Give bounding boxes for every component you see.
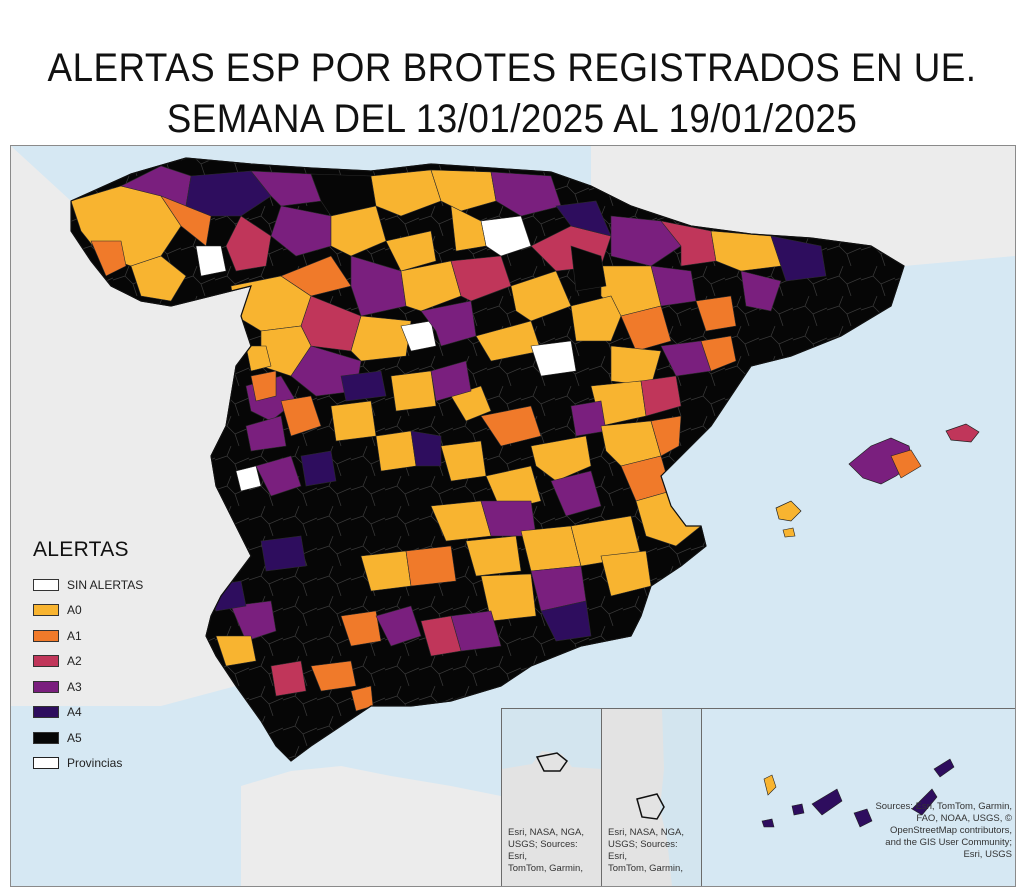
la-gomera-island [791,803,805,816]
legend-swatch [33,706,59,719]
portugal-land [11,146,251,706]
lanzarote-island [933,758,955,778]
inset-ceuta[interactable]: Esri, NASA, NGA, USGS; Sources: Esri, To… [501,708,603,886]
tenerife-island [811,788,843,816]
map-title-line-1: ALERTAS ESP POR BROTES REGISTRADOS EN UE… [47,46,977,90]
legend-item-sin-alertas: SIN ALERTAS [33,572,183,598]
legend-swatch [33,655,59,668]
legend-label: A1 [67,628,82,643]
legend-item-a5: A5 [33,725,183,751]
legend-swatch [33,680,59,693]
ceuta-map-svg [502,709,602,886]
legend-label: A5 [67,730,82,745]
legend-item-a0: A0 [33,598,183,624]
africa-land [241,766,501,886]
formentera-island [782,527,796,538]
attribution-melilla: Esri, NASA, NGA, USGS; Sources: Esri, To… [608,827,685,874]
legend-item-provincias: Provincias [33,751,183,777]
legend-label: A2 [67,654,82,669]
main-map[interactable]: Esri, NASA, NGA, USGS; Sources: Esri, To… [10,145,1016,887]
attribution-ceuta: Esri, NASA, NGA, USGS; Sources: Esri, To… [508,827,585,874]
legend-swatch [33,578,59,591]
legend-swatch [33,629,59,642]
legend-item-a1: A1 [33,623,183,649]
france-land [591,146,1015,266]
gran-canaria-island [853,808,873,828]
canarias-map-svg [761,758,955,828]
ibiza-island [775,500,802,522]
attribution-canarias: Sources: Esri, TomTom, Garmin, FAO, NOAA… [875,801,1012,860]
legend-swatch [33,604,59,617]
la-palma-island [763,774,777,796]
map-legend: ALERTAS SIN ALERTAS A0 A1 A2 A3 A4 A5 [33,538,183,776]
el-hierro-island [761,818,775,828]
legend-label: A3 [67,679,82,694]
spain-map-svg [11,146,1015,886]
mallorca-east [890,449,922,479]
legend-label: A0 [67,603,82,618]
melilla-map-svg [602,709,702,886]
legend-item-a2: A2 [33,649,183,675]
menorca-island [945,423,980,443]
legend-swatch [33,757,59,770]
legend-item-a4: A4 [33,700,183,726]
legend-label: SIN ALERTAS [67,577,144,592]
legend-item-a3: A3 [33,674,183,700]
legend-label: Provincias [67,756,123,771]
legend-swatch [33,731,59,744]
fuerteventura-island [911,788,938,816]
map-title-line-2: SEMANA DEL 13/01/2025 AL 19/01/2025 [166,97,858,141]
legend-label: A4 [67,705,82,720]
inset-melilla[interactable]: Esri, NASA, NGA, USGS; Sources: Esri, To… [601,708,703,886]
inset-canarias[interactable]: Sources: Esri, TomTom, Garmin, FAO, NOAA… [701,708,1015,886]
legend-title: ALERTAS [33,538,129,561]
